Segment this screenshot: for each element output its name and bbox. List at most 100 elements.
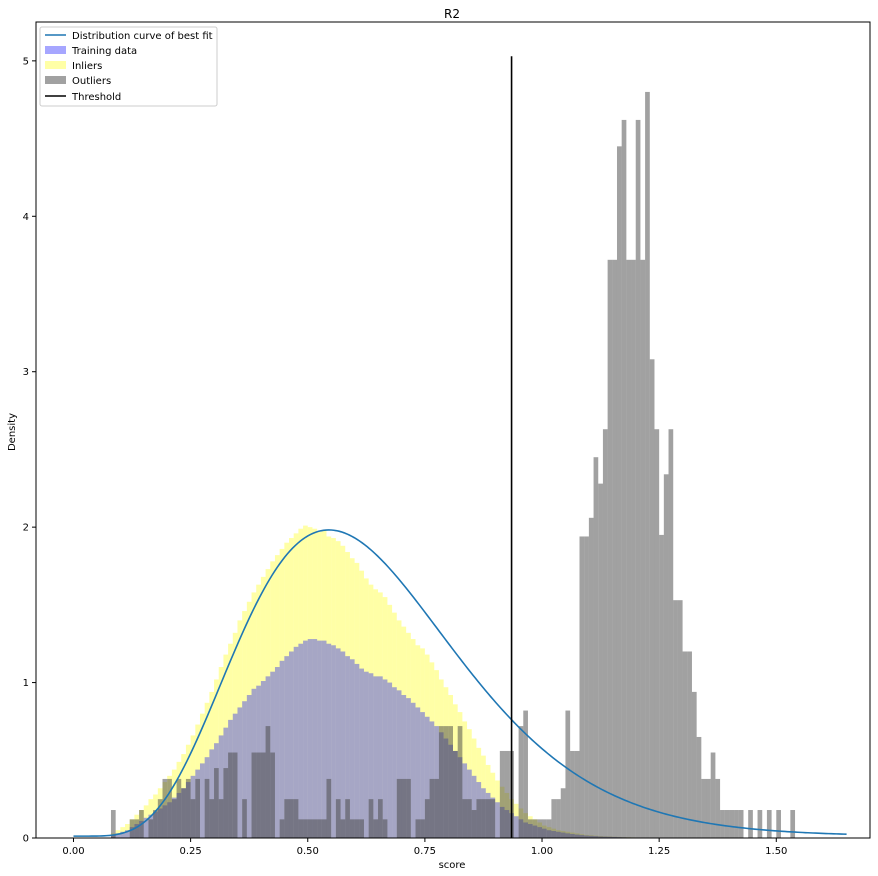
outliers-bar [631,259,636,838]
inliers-bar [143,805,149,838]
outliers-bar [616,146,622,839]
outliers-bar [574,750,580,838]
outliers-bar [401,778,407,838]
outliers-bar [162,778,168,838]
outliers-bar [645,91,650,838]
legend: Distribution curve of best fit Training … [39,26,218,107]
outliers-bar [242,799,247,838]
outliers-bar [307,819,313,838]
outliers-bar [279,819,285,838]
outliers-bar [195,778,200,838]
inliers-bar [406,632,411,838]
outliers-bar [607,259,613,838]
training-bar [335,648,341,838]
inliers-bar [204,702,210,838]
outliers-bar [518,726,524,838]
inliers-bar [434,670,439,838]
outliers-bar [537,819,543,838]
inliers-bar [223,654,229,838]
plot-frame [35,21,871,839]
inliers-bar [513,803,519,838]
inliers-bar [359,570,364,838]
inliers-bar [481,755,486,838]
legend-label-inliers: Inliers [72,61,102,72]
outliers-bar [790,810,796,838]
outliers-bar [710,752,716,838]
training-bar [307,639,313,838]
outliers-bar [260,752,266,838]
outliers-bar [129,819,135,838]
legend-label-threshold: Threshold [71,92,121,103]
inliers-bar [415,645,421,838]
outliers-bar [570,750,575,838]
outliers-bar [340,819,346,838]
outliers-bar [729,810,735,838]
outliers-bar [251,752,257,838]
outliers-bar [560,788,566,838]
inliers-bar [214,679,219,838]
legend-training-swatch [45,46,66,54]
inliers-bar [303,525,308,838]
outliers-bar [406,778,411,838]
outliers-bar [153,810,158,838]
outliers-bar [462,799,468,838]
outliers-bar [443,726,449,838]
outliers-bar [504,750,510,838]
outliers-bar [626,259,632,838]
training-bar [373,676,379,838]
y-tick-label: 2 [23,523,29,534]
inliers-bar [396,620,402,838]
outliers-bar [223,768,229,838]
outliers-bar [720,810,725,838]
training-bar [293,646,299,838]
outliers-bar [148,819,154,838]
outliers-bar [434,778,439,838]
training-bar [349,659,355,838]
inliers-bar [471,738,477,838]
training-bar [317,640,322,838]
training-bar [387,682,393,838]
outliers-bar [499,750,505,838]
outliers-bar [448,726,453,838]
x-tick-label: 0.50 [297,846,319,857]
training-bar [415,707,421,838]
training-bar [284,656,290,838]
outliers-bar [602,429,608,838]
outliers-bar [214,768,219,838]
inliers-bar [424,654,430,838]
training-bar [424,716,430,838]
outliers-bar [228,752,233,838]
training-bar [368,673,374,838]
outliers-bar [321,819,327,838]
inliers-bar [387,604,393,838]
inliers-bar [228,643,233,838]
inliers-bar [317,531,322,838]
outliers-bar [181,788,186,838]
outliers-bar [293,799,299,838]
outliers-bar [748,810,753,838]
outliers-bar [476,799,482,838]
inliers-bar [354,562,360,838]
x-axis: 0.00 0.25 0.50 0.75 1.00 1.25 1.50 [62,838,787,857]
training-bar [326,643,332,838]
training-bar [345,656,350,838]
training-bar [321,640,327,838]
inliers-bar [270,561,275,838]
outliers-bar [345,799,350,838]
training-bar [471,775,477,838]
inliers-bar [368,584,374,838]
inliers-bar [209,691,215,838]
y-axis-label: Density [7,413,18,451]
training-bar [513,816,519,838]
outliers-bar [546,819,552,838]
outliers-bar [176,778,182,838]
outliers-bar [724,810,730,838]
outliers-bar [420,819,425,838]
outliers-bar [467,799,472,838]
legend-label-curve: Distribution curve of best fit [72,31,213,42]
training-bar [378,676,383,838]
outliers-bar [382,819,388,838]
outliers-bar [527,819,533,838]
training-bar [120,831,126,838]
